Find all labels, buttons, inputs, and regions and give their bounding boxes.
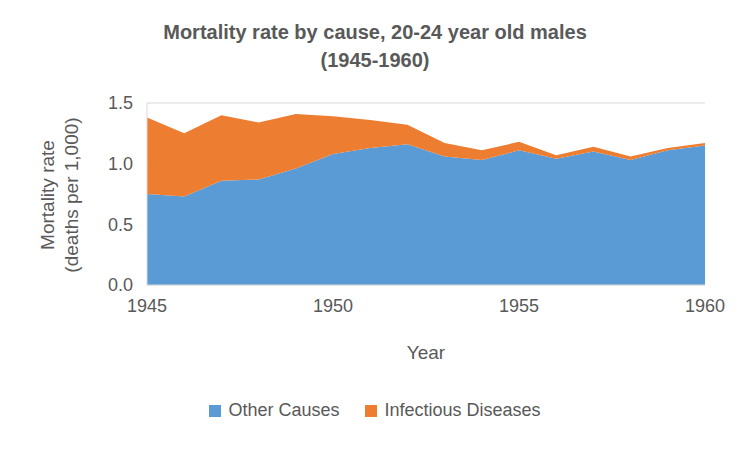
svg-text:1945: 1945 <box>127 296 167 316</box>
svg-text:0.5: 0.5 <box>108 215 133 235</box>
html-text:(deaths per 1,000): (deaths per 1,000) <box>61 117 82 273</box>
svg-text:1.5: 1.5 <box>108 93 133 113</box>
svg-text:1955: 1955 <box>499 296 539 316</box>
svg-text:0.0: 0.0 <box>108 275 133 295</box>
html-text:Mortality rate: Mortality rate <box>37 140 58 250</box>
html-text:Mortality rate by cause, 20-24: Mortality rate by cause, 20-24 year old … <box>163 21 587 43</box>
html-text:(1945-1960): (1945-1960) <box>320 49 430 71</box>
svg-text:1950: 1950 <box>313 296 353 316</box>
html-text:Other Causes: Other Causes <box>228 400 340 420</box>
html-text:Infectious Diseases: Infectious Diseases <box>384 400 541 420</box>
html-text:Year: Year <box>406 342 446 363</box>
svg-text:1.0: 1.0 <box>108 154 133 174</box>
svg-text:1960: 1960 <box>685 296 725 316</box>
